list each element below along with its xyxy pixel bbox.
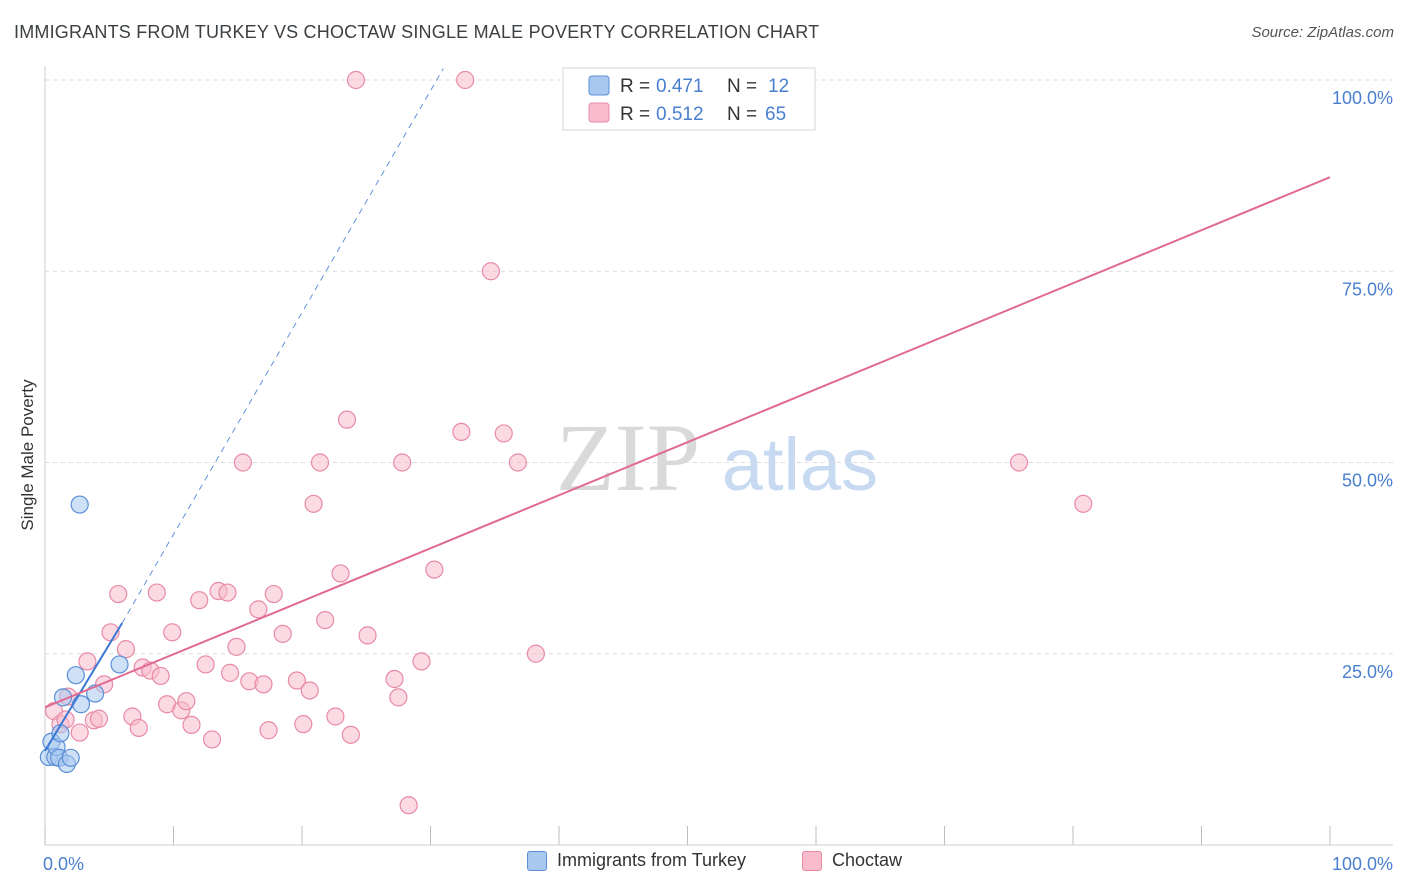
legend-swatch-choctaw-bottom [802, 850, 822, 871]
choctaw-point [358, 626, 377, 645]
choctaw-point [254, 675, 273, 694]
turkey-point [110, 655, 129, 674]
legend-item-turkey[interactable]: Immigrants from Turkey [527, 850, 746, 871]
choctaw-point [385, 669, 404, 689]
watermark-zip: ZIP [556, 404, 700, 511]
choctaw-point [264, 584, 283, 604]
choctaw-point [78, 652, 97, 671]
y-tick-label: 50.0% [1342, 471, 1393, 491]
watermark-atlas: atlas [722, 423, 878, 506]
choctaw-point [109, 584, 128, 604]
choctaw-trend-line [44, 176, 1331, 709]
turkey-point [61, 748, 80, 767]
choctaw-point [494, 424, 513, 443]
grid-lines [45, 79, 1393, 655]
tick-labels: 25.0% 50.0% 75.0% 100.0% 0.0% 100.0% [43, 88, 1393, 874]
choctaw-point [273, 624, 292, 643]
choctaw-point [190, 591, 209, 610]
stats-legend: R = 0.471 N = 12 R = 0.512 N = 65 [562, 67, 816, 131]
choctaw-point [70, 723, 89, 742]
legend-item-choctaw[interactable]: Choctaw [802, 850, 902, 871]
choctaw-point [389, 688, 408, 707]
source-label: Source: ZipAtlas.com [1251, 24, 1394, 41]
choctaw-point [412, 652, 431, 671]
choctaw-point [233, 453, 252, 472]
choctaw-point [304, 494, 323, 513]
choctaw-point [456, 70, 475, 90]
choctaw-point [147, 583, 166, 602]
choctaw-point [116, 640, 136, 659]
choctaw-point [316, 610, 335, 630]
choctaw-point [196, 655, 215, 674]
choctaw-point [341, 725, 360, 744]
legend-r-label-turkey: R = [620, 76, 650, 97]
y-tick-label: 75.0% [1342, 279, 1393, 299]
choctaw-point [481, 262, 500, 281]
turkey-point [71, 695, 91, 714]
choctaw-point [151, 666, 170, 686]
choctaw-point [163, 623, 182, 642]
legend-n-label-choctaw: N = [727, 104, 757, 125]
turkey-trend-extension [121, 68, 444, 624]
legend-n-label-turkey: N = [727, 76, 757, 97]
choctaw-point [249, 600, 268, 619]
legend-label-choctaw: Choctaw [832, 850, 903, 870]
choctaw-point [218, 583, 237, 602]
choctaw-point [526, 644, 545, 663]
bottom-legend: Immigrants from Turkey Choctaw [0, 850, 1406, 880]
choctaw-point [300, 681, 319, 700]
choctaw-point [452, 422, 471, 441]
y-tick-label: 25.0% [1342, 662, 1393, 682]
legend-n-value-turkey: 12 [768, 76, 789, 97]
chart-title: IMMIGRANTS FROM TURKEY VS CHOCTAW SINGLE… [14, 22, 820, 42]
choctaw-point [177, 692, 196, 711]
watermark: ZIP atlas [556, 404, 878, 511]
choctaw-point [331, 564, 350, 583]
choctaw-point [89, 709, 109, 728]
choctaw-point [220, 663, 240, 682]
legend-r-value-choctaw: 0.512 [656, 104, 704, 125]
choctaw-point [1074, 494, 1093, 513]
axes [44, 66, 1393, 846]
legend-swatch-turkey-bottom [527, 850, 547, 871]
choctaw-point [346, 70, 366, 90]
turkey-point [70, 495, 89, 514]
choctaw-point [287, 671, 306, 690]
choctaw-point [202, 730, 222, 749]
legend-r-value-turkey: 0.471 [656, 76, 704, 97]
y-tick-label: 100.0% [1332, 88, 1393, 108]
choctaw-point [326, 707, 345, 726]
choctaw-point [393, 453, 412, 472]
legend-swatch-choctaw [588, 102, 610, 123]
choctaw-point [227, 637, 246, 656]
choctaw-point [399, 796, 418, 815]
choctaw-point [337, 410, 357, 429]
choctaw-points [44, 70, 1093, 815]
choctaw-point [294, 715, 313, 734]
choctaw-point [508, 453, 527, 472]
choctaw-point [182, 715, 201, 734]
legend-r-label-choctaw: R = [620, 104, 650, 125]
choctaw-point [425, 560, 444, 579]
choctaw-point [259, 721, 278, 740]
x-tick-label-max: 100.0% [1332, 854, 1393, 874]
turkey-point [66, 666, 85, 685]
legend-swatch-turkey [588, 75, 610, 96]
x-tick-label-min: 0.0% [43, 854, 84, 874]
choctaw-point [310, 453, 330, 472]
choctaw-point [129, 718, 148, 738]
legend-label-turkey: Immigrants from Turkey [557, 850, 747, 870]
choctaw-point [1009, 453, 1029, 472]
legend-n-value-choctaw: 65 [765, 104, 786, 125]
turkey-trend-line [44, 622, 123, 752]
trend-lines [44, 68, 1331, 752]
